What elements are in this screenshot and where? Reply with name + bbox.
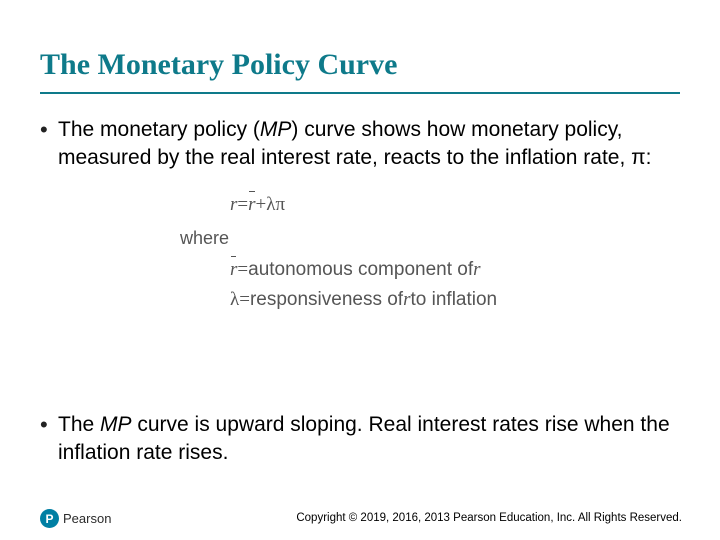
var-r-bar: r bbox=[248, 190, 255, 220]
logo-text: Pearson bbox=[63, 511, 111, 526]
equation-main: r = r + λπ bbox=[230, 190, 680, 220]
mp-italic: MP bbox=[100, 413, 132, 436]
bullet-text-2: The MP curve is upward sloping. Real int… bbox=[58, 411, 680, 467]
pearson-logo: P Pearson bbox=[40, 509, 111, 528]
bullet-item-2: • The MP curve is upward sloping. Real i… bbox=[40, 411, 680, 467]
where-label: where bbox=[180, 228, 680, 249]
page-title: The Monetary Policy Curve bbox=[40, 48, 680, 82]
text-fragment: The bbox=[58, 413, 100, 436]
var-pi: π bbox=[275, 190, 285, 220]
bullet-text-1: The monetary policy (MP) curve shows how… bbox=[58, 116, 680, 172]
var-r: r bbox=[230, 190, 237, 220]
logo-p-icon: P bbox=[40, 509, 59, 528]
bullet-dot-icon: • bbox=[40, 411, 58, 439]
pi-symbol: π bbox=[631, 146, 646, 169]
equals-sign: = bbox=[237, 255, 248, 285]
var-lambda: λ bbox=[230, 285, 239, 315]
text-fragment: : bbox=[646, 146, 652, 169]
var-r: r bbox=[403, 285, 410, 315]
var-r-bar: r bbox=[230, 255, 237, 285]
equation-block: r = r + λπ where r = autonomous componen… bbox=[180, 190, 680, 315]
copyright-footer: Copyright © 2019, 2016, 2013 Pearson Edu… bbox=[296, 512, 682, 524]
text-fragment: autonomous component of bbox=[248, 255, 473, 285]
text-fragment: responsiveness of bbox=[250, 285, 403, 315]
equals-sign: = bbox=[239, 285, 250, 315]
bullet-item-1: • The monetary policy (MP) curve shows h… bbox=[40, 116, 680, 172]
var-r: r bbox=[473, 255, 480, 285]
text-fragment: curve is upward sloping. Real interest r… bbox=[58, 413, 670, 464]
equation-def-2: λ = responsiveness of r to inflation bbox=[230, 285, 680, 315]
text-fragment: The monetary policy ( bbox=[58, 118, 260, 141]
var-lambda: λ bbox=[266, 190, 275, 220]
text-fragment: to inflation bbox=[411, 285, 498, 315]
mp-italic: MP bbox=[260, 118, 292, 141]
bullet-dot-icon: • bbox=[40, 116, 58, 144]
plus-sign: + bbox=[256, 190, 267, 220]
equation-def-1: r = autonomous component of r bbox=[230, 255, 680, 285]
equals-sign: = bbox=[237, 190, 248, 220]
